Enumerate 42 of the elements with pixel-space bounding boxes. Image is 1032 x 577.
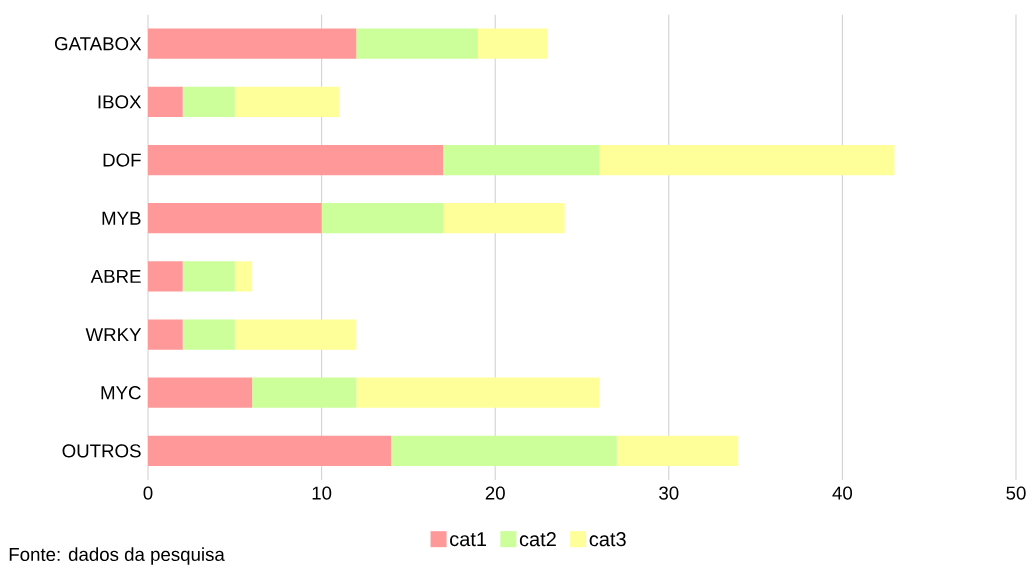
y-tick-label: GATABOX [54,37,142,51]
bar [477,28,548,59]
y-tick-label: DOF [103,153,141,167]
bar [599,144,895,176]
legend-label: cat1 [450,532,487,547]
x-tick-label: 20 [485,486,505,500]
y-tick-label: OUTROS [62,444,141,458]
x-tick-label: 30 [659,486,679,500]
x-tick-label: 0 [143,486,153,500]
bar [148,144,444,176]
x-tick-label: 50 [1006,486,1026,500]
legend-label: cat2 [519,532,556,547]
bar [148,28,357,59]
bar [148,435,392,467]
bar [182,261,235,292]
bar [182,319,235,350]
bar [391,435,617,467]
x-tick-label: 10 [312,486,332,500]
bar [356,377,600,408]
bar [443,144,600,176]
legend-label: cat3 [589,532,626,547]
y-tick-label: MYC [101,386,141,400]
y-tick-label: IBOX [98,95,142,109]
bar [148,377,253,408]
bar [148,203,322,234]
y-tick-label: ABRE [90,269,141,283]
bar [443,203,565,234]
bar [234,261,253,292]
bar [148,261,183,292]
source-note: Fonte: dados da pesquisa [9,547,225,565]
bar [234,86,339,118]
bar [252,377,357,408]
bar [234,319,357,350]
y-tick-label: MYB [102,211,141,225]
bar [148,319,183,350]
bar [356,28,478,59]
bar [616,435,739,467]
bar [182,86,235,118]
bar [321,203,444,234]
y-tick-label: WRKY [85,328,142,341]
x-tick-label: 40 [832,486,853,500]
bar [148,86,183,118]
